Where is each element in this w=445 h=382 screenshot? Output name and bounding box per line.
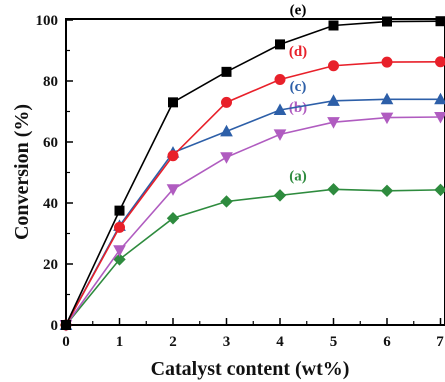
data-point [327, 94, 340, 106]
data-point [434, 92, 445, 105]
series-label: (b) [289, 100, 307, 116]
data-point [381, 56, 393, 68]
series-line [65, 60, 441, 326]
data-point [275, 39, 285, 50]
data-point [113, 253, 126, 266]
x-tick-label: 7 [436, 334, 444, 350]
x-tick-label: 0 [62, 334, 70, 350]
data-point [434, 183, 445, 197]
data-point [273, 103, 287, 115]
data-point [221, 96, 232, 108]
data-point [273, 129, 287, 141]
series-line [65, 188, 441, 326]
x-tick-label: 5 [330, 334, 338, 350]
data-point [435, 56, 445, 68]
series-line [65, 20, 441, 326]
data-point [380, 92, 394, 105]
y-axis-title: Conversion (%) [11, 104, 33, 240]
data-point [434, 111, 445, 124]
y-tick-label: 0 [51, 318, 59, 334]
series-label: (e) [290, 2, 307, 18]
data-point [114, 205, 125, 216]
data-point [167, 150, 179, 162]
data-point [380, 112, 394, 125]
data-point [220, 195, 233, 208]
data-point [435, 16, 445, 27]
data-point [168, 97, 178, 108]
y-tick-label: 100 [36, 13, 59, 29]
x-tick-label: 6 [383, 334, 391, 350]
x-tick-label: 2 [169, 334, 177, 350]
data-point [113, 245, 126, 257]
data-point [382, 16, 392, 27]
series-e: (e) [61, 2, 445, 330]
series-a: (a) [59, 168, 445, 332]
data-point [380, 184, 394, 198]
ticks-layer: 0 1 2 3 4 5 6 7 0 20 40 60 80 100 [36, 13, 445, 350]
series-d: (d) [60, 44, 445, 331]
data-point [166, 184, 180, 196]
data-point [328, 60, 339, 72]
series-layer: (a) (b) (c) (d) (e) [59, 2, 445, 332]
data-point [327, 183, 340, 196]
series-label: (d) [289, 44, 307, 60]
series-label: (c) [290, 79, 307, 95]
data-point [114, 221, 125, 233]
series-label: (a) [289, 168, 307, 184]
series-line [65, 116, 441, 326]
x-tick-label: 3 [223, 334, 231, 350]
data-point [220, 152, 233, 164]
y-tick-label: 20 [43, 257, 58, 273]
series-line [65, 98, 441, 326]
x-tick-label: 1 [116, 334, 124, 350]
data-point [327, 117, 340, 129]
data-point [274, 73, 286, 85]
y-tick-label: 60 [43, 135, 58, 151]
data-point [221, 66, 232, 77]
x-axis-title: Catalyst content (wt%) [151, 358, 350, 380]
series-b: (b) [59, 100, 445, 332]
y-tick-label: 80 [43, 74, 58, 90]
y-tick-label: 40 [43, 196, 58, 212]
data-point [273, 189, 287, 202]
x-tick-label: 4 [276, 334, 284, 350]
data-point [166, 212, 180, 225]
data-point [328, 20, 339, 31]
data-point [220, 124, 233, 137]
